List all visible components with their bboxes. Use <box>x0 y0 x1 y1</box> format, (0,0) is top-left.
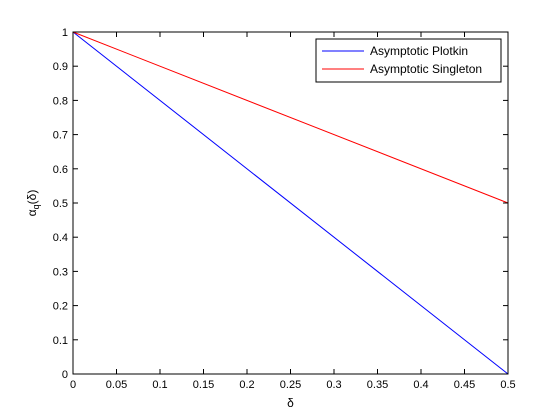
x-tick-labels: 0 0.05 0.1 0.15 0.2 0.25 0.3 0.35 0.4 0.45 0.5 <box>70 379 516 391</box>
y-axis-label: αq(δ) <box>25 190 41 217</box>
y-tick-label: 0.7 <box>53 130 68 142</box>
x-tick-label: 0.5 <box>500 379 515 391</box>
y-tick-label: 0.9 <box>53 61 68 73</box>
x-tick-label: 0.3 <box>326 379 341 391</box>
y-tick-label: 0.3 <box>53 266 68 278</box>
x-tick-label: 0.4 <box>413 379 428 391</box>
x-tick-label: 0.35 <box>367 379 388 391</box>
legend: Asymptotic Plotkin Asymptotic Singleton <box>315 38 502 83</box>
x-tick-label: 0.25 <box>280 379 301 391</box>
y-axis-label-main: α <box>25 209 39 216</box>
x-axis-label: δ <box>287 396 294 410</box>
y-tick-label: 0.6 <box>53 164 68 176</box>
series-line-2 <box>72 31 509 204</box>
ticks-layer <box>72 31 509 375</box>
y-tick-label: 0.1 <box>53 335 68 347</box>
y-tick-label: 0.5 <box>53 198 68 210</box>
x-tick-label: 0.05 <box>106 379 127 391</box>
legend-label-2: Asymptotic Singleton <box>370 62 482 76</box>
y-tick-label: 1 <box>62 27 68 39</box>
x-tick-label: 0.15 <box>193 379 214 391</box>
legend-box <box>315 38 502 83</box>
x-tick-label: 0 <box>70 379 76 391</box>
y-axis-label-subscript: q <box>31 204 41 209</box>
x-tick-label: 0.45 <box>454 379 475 391</box>
x-tick-label: 0.2 <box>239 379 254 391</box>
y-tick-label: 0.4 <box>53 232 68 244</box>
legend-items: Asymptotic Plotkin Asymptotic Singleton <box>322 44 482 76</box>
y-tick-label: 0.8 <box>53 95 68 107</box>
y-tick-label: 0.2 <box>53 301 68 313</box>
series-line-1 <box>72 31 509 375</box>
x-tick-label: 0.1 <box>152 379 167 391</box>
y-tick-labels: 0 0.1 0.2 0.3 0.4 0.5 0.6 0.7 0.8 0.9 1 <box>53 27 68 381</box>
legend-label-1: Asymptotic Plotkin <box>370 44 468 58</box>
y-tick-label: 0 <box>62 369 68 381</box>
y-axis-label-rest: (δ) <box>25 190 39 205</box>
series-layer <box>72 31 509 375</box>
